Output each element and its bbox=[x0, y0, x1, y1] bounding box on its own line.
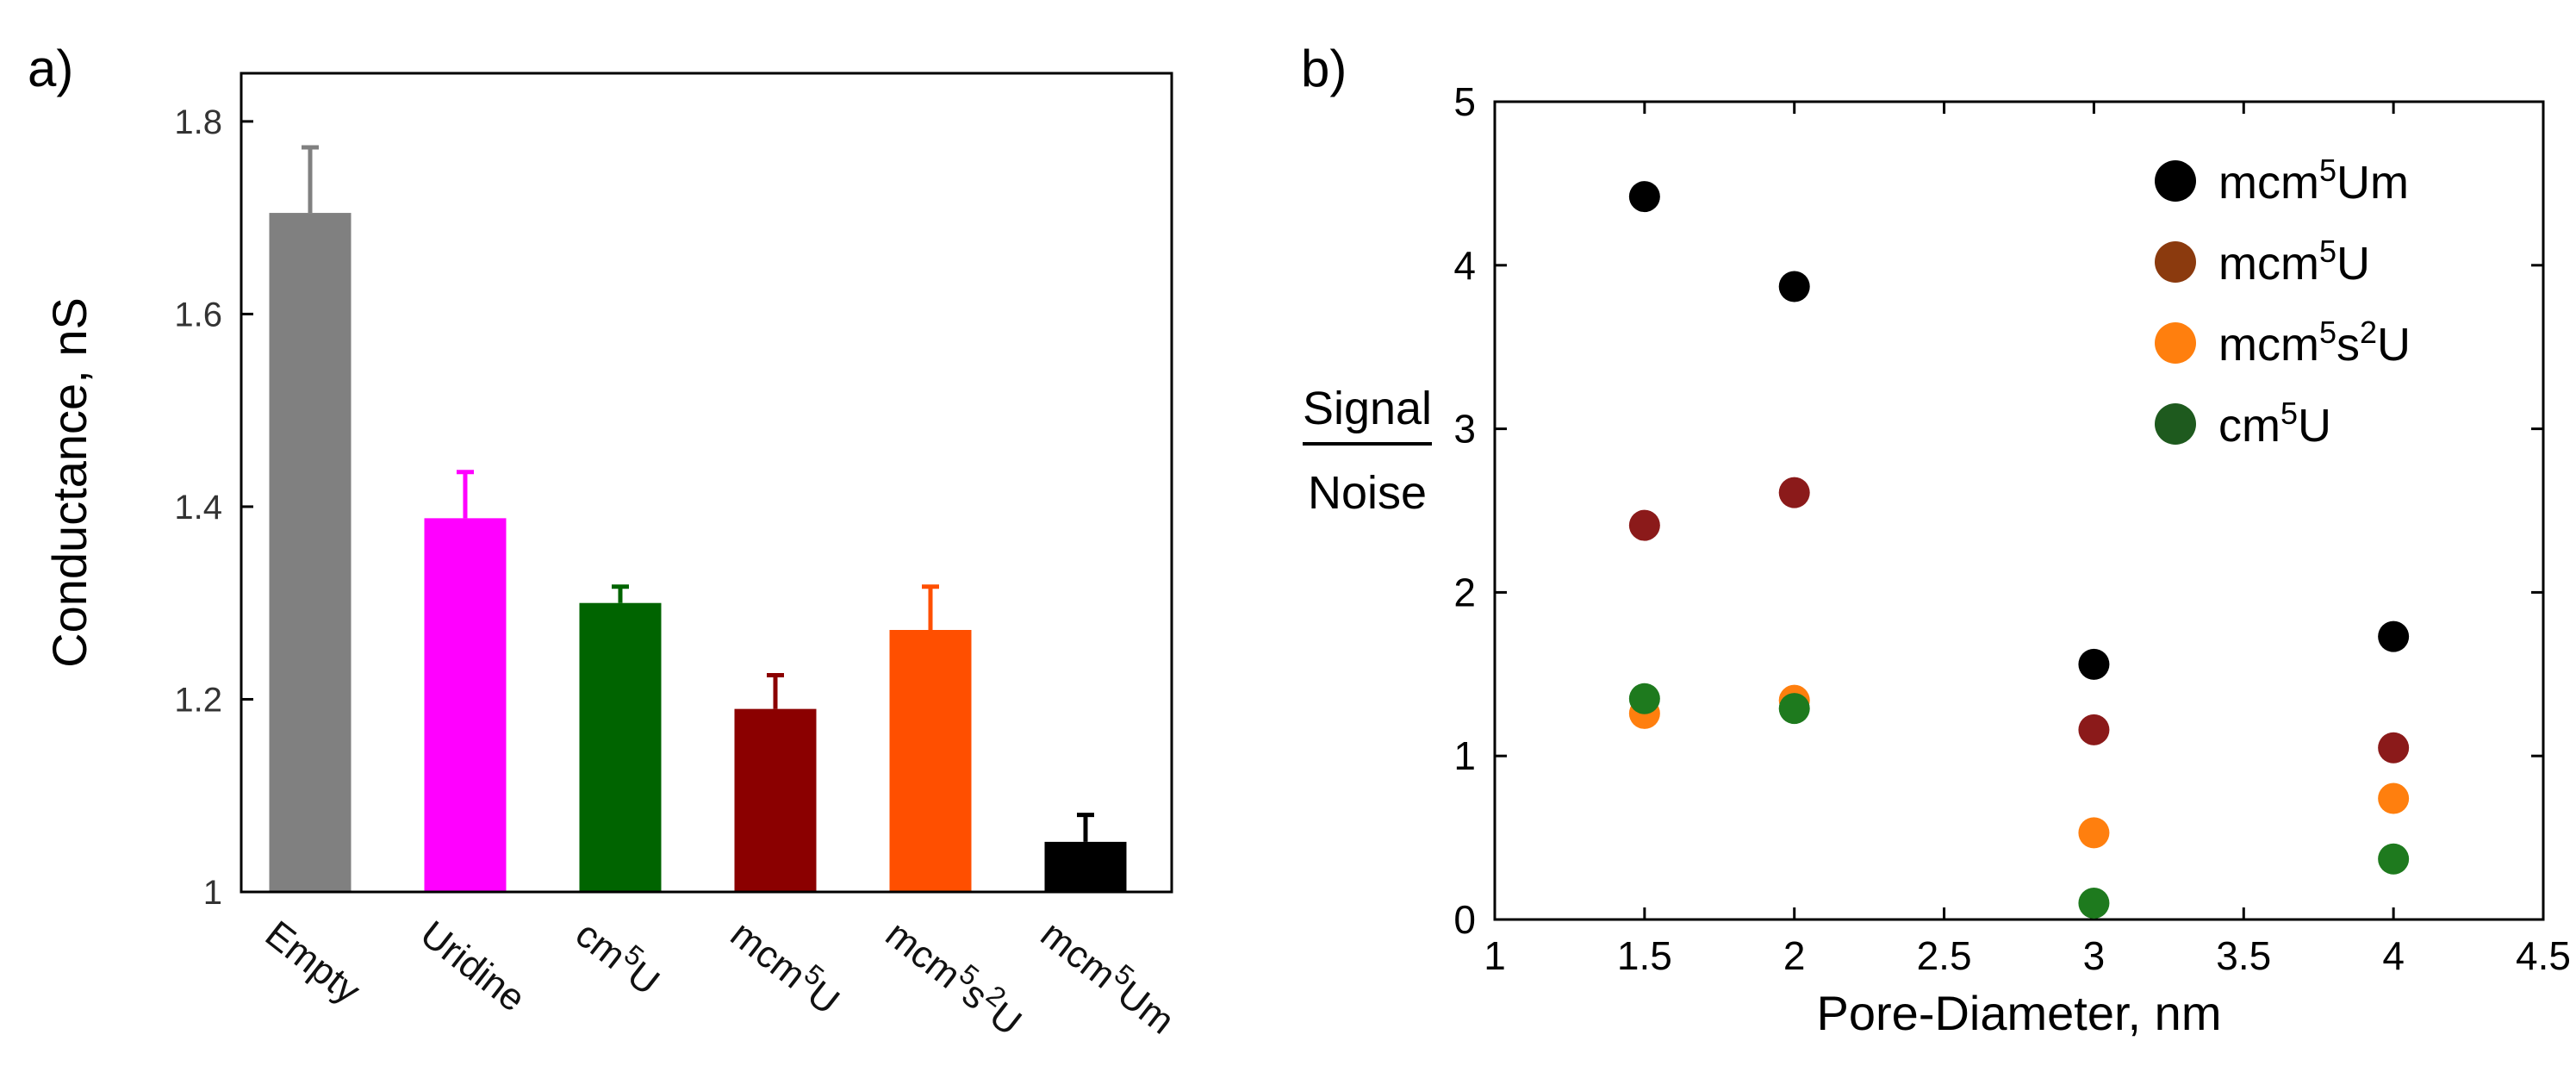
data-point bbox=[1778, 271, 1810, 302]
data-point bbox=[2378, 843, 2410, 875]
x-tick-label: 4.5 bbox=[2516, 933, 2571, 978]
category-label: cm5U bbox=[568, 907, 671, 1004]
category-label: mcm5s2U bbox=[878, 907, 1034, 1044]
y-axis-title-a: Conductance, nS bbox=[42, 297, 96, 668]
data-point bbox=[1628, 683, 1660, 714]
y-tick-label: 1.4 bbox=[174, 489, 222, 527]
panel-label-a: a) bbox=[28, 40, 73, 97]
data-point bbox=[1778, 477, 1810, 508]
data-point bbox=[2078, 888, 2110, 920]
legend-label: cm5U bbox=[2218, 396, 2331, 452]
category-label: Uridine bbox=[413, 913, 533, 1019]
bar bbox=[269, 213, 352, 892]
y-axis-title-signal: Signal bbox=[1303, 383, 1432, 434]
category-label: mcm5U bbox=[723, 907, 851, 1023]
legend-label: mcm5U bbox=[2218, 234, 2370, 290]
bar-chart-panel: a) 1 1.2 1.4 1.6 1.8 Conductance, nS Empty Ur… bbox=[28, 40, 1186, 1044]
category-label: mcm5Um bbox=[1033, 907, 1186, 1043]
data-point bbox=[2078, 817, 2110, 849]
category-label: Empty bbox=[258, 913, 368, 1012]
bar bbox=[889, 630, 972, 892]
y-tick-label: 1.8 bbox=[174, 103, 222, 141]
legend-marker bbox=[2155, 241, 2196, 283]
bar bbox=[1044, 841, 1127, 892]
data-point bbox=[2378, 620, 2410, 652]
legend: mcm5Um mcm5U mcm5s2U cm5U bbox=[2155, 153, 2411, 452]
x-axis-title-b: Pore-Diameter, nm bbox=[1817, 986, 2222, 1040]
x-tick-label: 3.5 bbox=[2216, 933, 2271, 978]
y-tick-label: 1.2 bbox=[174, 681, 222, 719]
data-point bbox=[2378, 732, 2410, 764]
data-point bbox=[2078, 648, 2110, 680]
y-tick-label: 4 bbox=[1453, 243, 1476, 288]
y-tick-label: 1 bbox=[203, 874, 222, 912]
plot-frame-a bbox=[240, 72, 1173, 894]
y-tick-label: 0 bbox=[1453, 897, 1476, 942]
y-tick-label: 2 bbox=[1453, 570, 1476, 614]
plot-frame-b bbox=[1493, 100, 2545, 921]
x-tick-label: 1 bbox=[1484, 933, 1506, 978]
x-tick-label: 4 bbox=[2382, 933, 2405, 978]
y-tick-label: 3 bbox=[1453, 407, 1476, 452]
legend-label: mcm5s2U bbox=[2218, 315, 2411, 371]
legend-marker bbox=[2155, 403, 2196, 445]
panel-label-b: b) bbox=[1301, 40, 1347, 97]
x-tick-label: 3 bbox=[2083, 933, 2106, 978]
data-point bbox=[2078, 714, 2110, 745]
bar-group bbox=[269, 145, 1127, 892]
y-axis-title-noise: Noise bbox=[1308, 467, 1427, 519]
x-tick-label: 2 bbox=[1783, 933, 1806, 978]
y-tick-label: 1 bbox=[1453, 733, 1476, 778]
legend-label: mcm5Um bbox=[2218, 153, 2409, 209]
x-tick-label: 2.5 bbox=[1917, 933, 1972, 978]
scatter-points bbox=[1628, 181, 2410, 920]
x-tick-label: 1.5 bbox=[1617, 933, 1672, 978]
y-tick-label: 5 bbox=[1453, 79, 1476, 124]
bar bbox=[579, 602, 662, 892]
legend-marker bbox=[2155, 160, 2196, 202]
bar bbox=[424, 518, 507, 892]
bar bbox=[734, 708, 817, 892]
data-point bbox=[1778, 693, 1810, 725]
legend-marker bbox=[2155, 322, 2196, 364]
y-tick-label: 1.6 bbox=[174, 296, 222, 334]
data-point bbox=[1628, 181, 1660, 213]
data-point bbox=[2378, 782, 2410, 814]
data-point bbox=[1628, 509, 1660, 541]
